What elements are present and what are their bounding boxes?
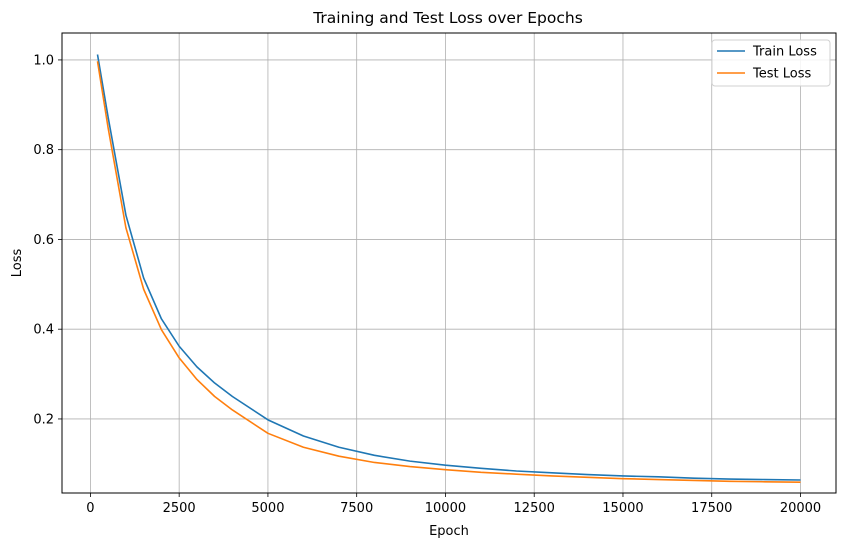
legend-label: Test Loss — [752, 67, 811, 82]
x-axis-ticks: 0 2500 5000 7500 10000 12500 15000 17500 20000 — [86, 493, 821, 516]
chart-title: Training and Test Loss over Epochs — [312, 9, 583, 27]
x-tick-label: 17500 — [691, 501, 732, 516]
x-tick-label: 10000 — [425, 501, 466, 516]
legend: Train Loss Test Loss — [711, 39, 831, 87]
y-axis-label: Loss — [10, 249, 25, 278]
test-loss-line — [96, 61, 801, 484]
y-tick-label: 0.8 — [33, 143, 54, 158]
y-tick-label: 0.6 — [33, 233, 54, 248]
x-tick-label: 15000 — [602, 501, 643, 516]
x-tick-label: 5000 — [251, 501, 284, 516]
plot-area-frame — [61, 32, 837, 494]
x-tick-label: 12500 — [514, 501, 555, 516]
x-axis-label: Epoch — [429, 524, 469, 539]
y-tick-label: 0.2 — [33, 412, 54, 427]
series-lines — [96, 54, 801, 484]
train-loss-line — [96, 54, 801, 481]
y-axis-ticks: 0.2 0.4 0.6 0.8 1.0 — [33, 53, 62, 427]
x-tick-label: 20000 — [780, 501, 821, 516]
x-tick-label: 7500 — [340, 501, 373, 516]
x-tick-label: 2500 — [163, 501, 196, 516]
y-tick-label: 1.0 — [33, 53, 54, 68]
x-tick-label: 0 — [86, 501, 94, 516]
legend-label: Train Loss — [752, 45, 817, 60]
y-tick-label: 0.4 — [33, 323, 54, 338]
grid — [62, 33, 836, 493]
